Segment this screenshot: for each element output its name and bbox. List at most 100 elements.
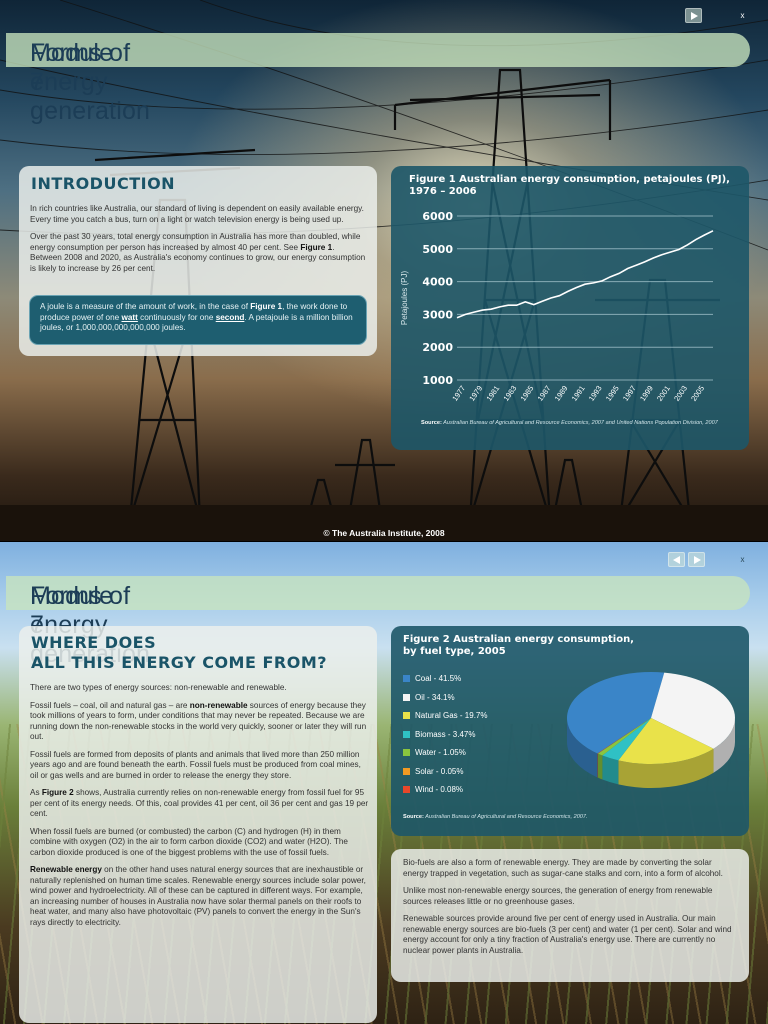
figure-1-link[interactable]: Figure 1: [300, 242, 333, 252]
x-tick-label: 1981: [484, 384, 501, 403]
x-tick-label: 1999: [638, 384, 655, 403]
pie-slice: [618, 718, 714, 764]
prev-page-button[interactable]: [668, 552, 685, 567]
y-tick-label: 4000: [422, 276, 453, 289]
copyright-notice: © The Australia Institute, 2008: [323, 528, 445, 538]
module-title-bar-2: Module 7 Forms of energy generation: [6, 576, 750, 668]
x-tick-label: 2003: [672, 384, 689, 403]
x-tick-label: 1983: [501, 384, 518, 403]
y-tick-label: 6000: [422, 210, 453, 223]
where-does-text: There are two types of energy sources: n…: [30, 683, 370, 935]
legend-label: Natural Gas - 19.7%: [415, 711, 488, 720]
figure-1-source: Source: Australian Bureau of Agricultura…: [421, 420, 718, 426]
legend-swatch: [403, 749, 410, 756]
next-page-button[interactable]: [688, 552, 705, 567]
legend-swatch: [403, 693, 410, 701]
play-icon: [691, 12, 698, 20]
pie-slice: [597, 718, 651, 756]
where-paragraph-5: When fossil fuels are burned (or combust…: [30, 826, 348, 857]
renew-paragraph-3: Renewable sources provide around five pe…: [403, 914, 732, 955]
legend-item: Wind - 0.08%: [403, 785, 463, 795]
legend-label: Solar - 0.05%: [415, 766, 464, 776]
page-2: x Module 7 Forms of energy generation WH…: [0, 542, 768, 1024]
legend-label: Wind - 0.08%: [415, 785, 464, 794]
x-tick-label: 2005: [689, 384, 706, 403]
legend-label: Oil - 34.1%: [415, 692, 455, 702]
where-does-energy-panel: WHERE DOES ALL THIS ENERGY COME FROM? Th…: [19, 626, 377, 1023]
intro-paragraph-2: Over the past 30 years, total energy con…: [30, 232, 366, 273]
pie-slice: [597, 718, 651, 754]
pie-slice-side: [713, 718, 735, 773]
close-button-2[interactable]: x: [734, 552, 751, 567]
renew-paragraph-2: Unlike most non-renewable energy sources…: [403, 886, 713, 906]
figure-1-chart: Petajoules (PJ) 1000 2000 3000 4000 5000 6000 1…: [400, 210, 714, 403]
joule-definition-box: A joule is a measure of the amount of wo…: [29, 295, 367, 345]
page-title: Module 7 Forms of energy generation: [30, 39, 151, 125]
where-paragraph-3: Fossil fuels are formed from deposits of…: [30, 749, 361, 780]
y-tick-label: 2000: [422, 341, 453, 354]
legend-swatch: [403, 786, 410, 793]
play-button[interactable]: [685, 8, 702, 23]
where-paragraph-2: Fossil fuels – coal, oil and natural gas…: [30, 700, 367, 742]
prev-arrow-icon: [673, 556, 680, 564]
legend-item: Water - 1.05%: [403, 748, 466, 758]
legend-swatch: [403, 675, 410, 682]
legend-label: Water - 1.05%: [415, 748, 466, 757]
pie-slice: [602, 718, 651, 761]
renewable-energy-panel: Bio-fuels are also a form of renewable e…: [391, 849, 749, 982]
where-does-heading: WHERE DOES ALL THIS ENERGY COME FROM?: [31, 633, 328, 672]
close-button[interactable]: x: [734, 8, 751, 23]
renewable-text: Bio-fuels are also a form of renewable e…: [403, 858, 739, 963]
legend-item: Biomass - 3.47%: [403, 730, 475, 740]
next-arrow-icon: [694, 556, 701, 564]
x-tick-label: 1991: [570, 384, 587, 403]
x-tick-label: 1979: [467, 384, 484, 403]
legend-item: Natural Gas - 19.7%: [403, 711, 487, 721]
figure-2-source: Source: Australian Bureau of Agricultura…: [403, 814, 588, 820]
introduction-heading: INTRODUCTION: [31, 174, 176, 193]
y-tick-label: 5000: [422, 243, 453, 256]
legend-label: Coal - 41.5%: [415, 674, 462, 683]
legend-swatch: [403, 767, 410, 775]
legend-swatch: [403, 730, 410, 738]
figure-1-ylabel: Petajoules (PJ): [400, 271, 409, 326]
legend-item: Oil - 34.1%: [403, 693, 455, 703]
renew-paragraph-1: Bio-fuels are also a form of renewable e…: [403, 858, 723, 878]
introduction-panel: INTRODUCTION In rich countries like Aust…: [19, 166, 377, 356]
y-tick-label: 3000: [422, 308, 453, 321]
figure-2-link[interactable]: Figure 2: [41, 788, 74, 797]
pie-slice-side: [602, 755, 619, 785]
x-tick-label: 1997: [621, 384, 638, 403]
x-tick-label: 1993: [587, 384, 604, 403]
module-title-bar: Module 7 Forms of energy generation: [6, 33, 750, 125]
where-paragraph-6: Renewable energy on the other hand uses …: [30, 865, 366, 927]
energy-consumption-line: [456, 230, 714, 319]
x-tick-label: 1985: [518, 384, 535, 403]
pie-slice-side: [597, 753, 603, 780]
close-icon: x: [740, 11, 745, 20]
where-paragraph-1: There are two types of energy sources: n…: [30, 683, 287, 692]
figure-1-panel: Figure 1 Australian energy consumption, …: [391, 166, 749, 450]
page-title-2: Module 7 Forms of energy generation: [30, 582, 150, 668]
figure-2-panel: Figure 2 Australian energy consumption, …: [391, 626, 749, 836]
pylons-photo: [0, 0, 768, 541]
pie-slice: [597, 718, 651, 754]
second-link[interactable]: second: [215, 312, 245, 322]
page-1: x Module 7 Forms of energy generation IN…: [0, 0, 768, 541]
figure-1-ref[interactable]: Figure 1: [250, 302, 283, 311]
legend-label: Biomass - 3.47%: [415, 729, 476, 739]
pie-slice: [567, 672, 665, 754]
where-paragraph-4: As Figure 2 shows, Australia currently r…: [30, 788, 369, 818]
legend-swatch: [403, 712, 410, 719]
y-tick-label: 1000: [422, 374, 453, 387]
legend-item: Coal - 41.5%: [403, 674, 461, 684]
pie-slice-side: [618, 748, 714, 788]
x-tick-label: 2001: [655, 384, 672, 403]
pie-slice-side: [567, 718, 598, 778]
x-tick-label: 1995: [604, 384, 621, 403]
introduction-text: In rich countries like Australia, our st…: [30, 204, 368, 281]
x-tick-label: 1987: [536, 384, 553, 403]
x-tick-label: 1989: [553, 384, 570, 403]
figure-2-title: Figure 2 Australian energy consumption, …: [403, 634, 634, 657]
watt-link[interactable]: watt: [121, 312, 138, 322]
